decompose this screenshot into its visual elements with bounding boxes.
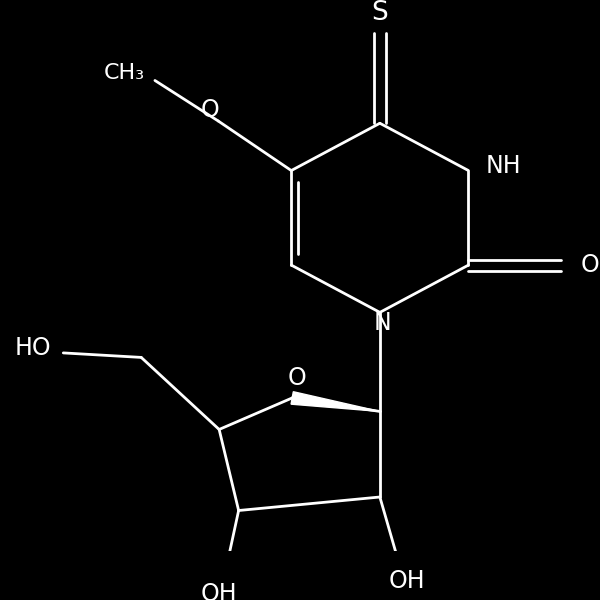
Text: N: N bbox=[374, 311, 392, 335]
Polygon shape bbox=[291, 392, 380, 412]
Text: NH: NH bbox=[486, 154, 521, 178]
Text: O: O bbox=[201, 98, 220, 122]
Text: O: O bbox=[287, 366, 307, 390]
Text: OH: OH bbox=[389, 569, 425, 593]
Text: OH: OH bbox=[201, 582, 238, 600]
Text: HO: HO bbox=[15, 337, 52, 361]
Text: O: O bbox=[580, 253, 599, 277]
Text: CH₃: CH₃ bbox=[104, 63, 145, 83]
Text: S: S bbox=[371, 1, 388, 26]
